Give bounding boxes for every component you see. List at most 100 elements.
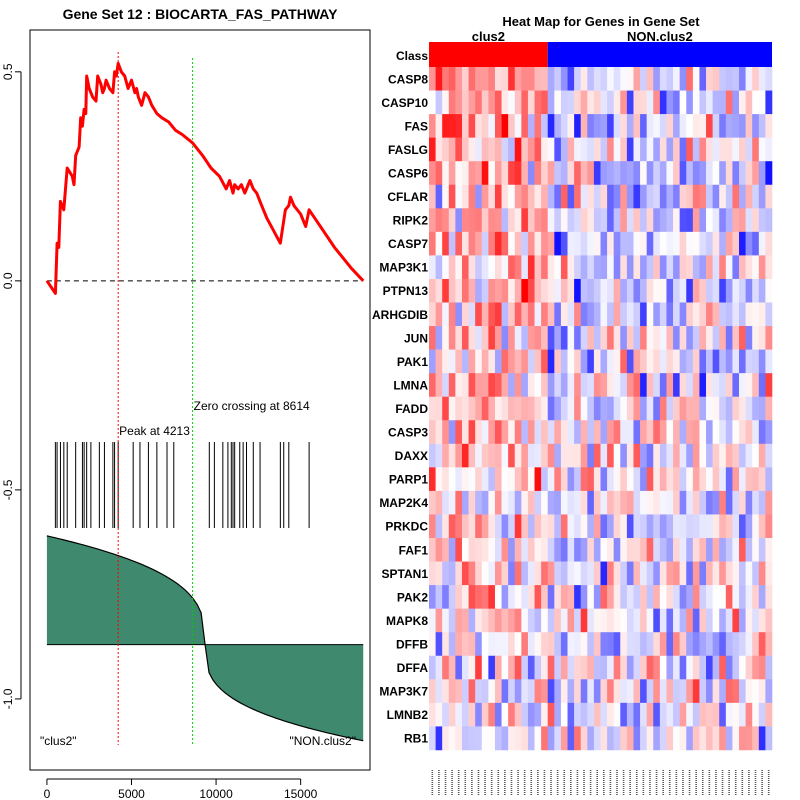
heatmap-cell bbox=[712, 443, 720, 468]
heatmap-cell bbox=[481, 161, 489, 186]
heatmap-cell bbox=[607, 90, 614, 115]
heatmap-cell bbox=[435, 726, 443, 751]
heatmap-cell bbox=[725, 726, 733, 751]
heatmap-cell bbox=[442, 137, 450, 162]
heatmap-cell bbox=[442, 278, 450, 303]
heatmap-cell bbox=[692, 490, 700, 515]
heatmap-cell bbox=[699, 208, 707, 233]
heatmap-cell bbox=[666, 326, 674, 350]
heatmap-cell bbox=[739, 278, 746, 303]
heatmap-cell bbox=[719, 255, 727, 280]
heatmap-cell bbox=[521, 67, 529, 91]
heatmap-cell bbox=[560, 278, 568, 303]
heatmap-cell bbox=[448, 702, 456, 727]
heatmap-cell bbox=[719, 702, 727, 727]
heatmap-cell bbox=[712, 632, 720, 657]
heatmap-cell bbox=[448, 608, 456, 633]
heatmap-cell bbox=[679, 208, 687, 233]
heatmap-cell bbox=[732, 278, 740, 303]
heatmap-cell bbox=[758, 490, 766, 515]
heatmap-cell bbox=[527, 349, 535, 374]
heatmap-cell bbox=[739, 161, 746, 186]
heatmap-cell bbox=[712, 302, 720, 327]
heatmap-cell bbox=[547, 326, 555, 350]
heatmap-cell bbox=[560, 137, 568, 162]
heatmap-cell bbox=[514, 514, 522, 539]
heatmap-cell bbox=[527, 514, 535, 539]
heatmap-cell bbox=[574, 443, 582, 468]
heatmap-cell bbox=[593, 396, 601, 421]
heatmap-cell bbox=[455, 208, 463, 233]
heatmap-cell bbox=[501, 726, 509, 751]
gene-label: PAK1 bbox=[397, 355, 428, 369]
heatmap-cell bbox=[488, 208, 496, 233]
heatmap-cell bbox=[613, 420, 621, 445]
heatmap-cell bbox=[547, 632, 555, 657]
heatmap-cell bbox=[752, 90, 760, 115]
heatmap-cell bbox=[514, 702, 522, 727]
heatmap-cell bbox=[620, 655, 628, 680]
heatmap-cell bbox=[435, 632, 443, 657]
heatmap-cell bbox=[521, 373, 529, 397]
heatmap-cell bbox=[593, 349, 601, 374]
heatmap-cell bbox=[607, 349, 614, 374]
heatmap-cell bbox=[653, 514, 661, 539]
heatmap-cell bbox=[732, 255, 740, 280]
heatmap-cell bbox=[679, 326, 687, 350]
heatmap-cell bbox=[448, 231, 456, 256]
heatmap-cell bbox=[699, 420, 707, 445]
heatmap-cell bbox=[481, 255, 489, 280]
heatmap-cell bbox=[626, 702, 634, 727]
heatmap-cell bbox=[673, 67, 680, 91]
heatmap-cell bbox=[521, 137, 529, 162]
heatmap-cell bbox=[488, 278, 496, 303]
heatmap-cell bbox=[455, 278, 463, 303]
heatmap-cell bbox=[626, 349, 634, 374]
heatmap-cell bbox=[620, 467, 628, 492]
heatmap-cell bbox=[719, 278, 727, 303]
heatmap-cell bbox=[567, 90, 575, 115]
heatmap-cell bbox=[732, 161, 740, 186]
heatmap-cell bbox=[429, 231, 436, 256]
heatmap-cell bbox=[699, 561, 707, 586]
heatmap-cell bbox=[587, 443, 595, 468]
heatmap-cell bbox=[527, 585, 535, 609]
heatmap-cell bbox=[508, 561, 516, 586]
heatmap-cell bbox=[461, 608, 469, 633]
heatmap-cell bbox=[501, 373, 509, 397]
heatmap-cell bbox=[659, 137, 667, 162]
heatmap-cell bbox=[765, 373, 773, 397]
heatmap-cell bbox=[719, 608, 727, 633]
heatmap-cell bbox=[752, 632, 760, 657]
heatmap-cell bbox=[541, 326, 549, 350]
heatmap-cell bbox=[541, 490, 549, 515]
heatmap-cell bbox=[547, 255, 555, 280]
heatmap-cell bbox=[580, 114, 588, 138]
heatmap-cell bbox=[534, 255, 542, 280]
heatmap-cell bbox=[547, 467, 555, 492]
heatmap-cell bbox=[494, 67, 502, 91]
heatmap-cell bbox=[567, 538, 575, 562]
heatmap-cell bbox=[745, 302, 753, 327]
heatmap-cell bbox=[567, 632, 575, 657]
heatmap-cell bbox=[580, 326, 588, 350]
heatmap-cell bbox=[461, 90, 469, 115]
heatmap-cell bbox=[541, 632, 549, 657]
heatmap-cell bbox=[600, 420, 608, 445]
heatmap-cell bbox=[494, 396, 502, 421]
heatmap-cell bbox=[475, 302, 483, 327]
heatmap-cell bbox=[699, 302, 707, 327]
heatmap-cell bbox=[686, 349, 694, 374]
heatmap-cell bbox=[448, 255, 456, 280]
heatmap-cell bbox=[574, 349, 582, 374]
heatmap-cell bbox=[712, 231, 720, 256]
heatmap-cell bbox=[633, 679, 641, 704]
heatmap-cell bbox=[607, 326, 614, 350]
heatmap-cell bbox=[706, 608, 713, 633]
heatmap-cell bbox=[448, 278, 456, 303]
heatmap-cell bbox=[560, 702, 568, 727]
heatmap-cell bbox=[673, 114, 680, 138]
heatmap-cell bbox=[448, 679, 456, 704]
heatmap-cell bbox=[593, 373, 601, 397]
heatmap-cell bbox=[600, 278, 608, 303]
